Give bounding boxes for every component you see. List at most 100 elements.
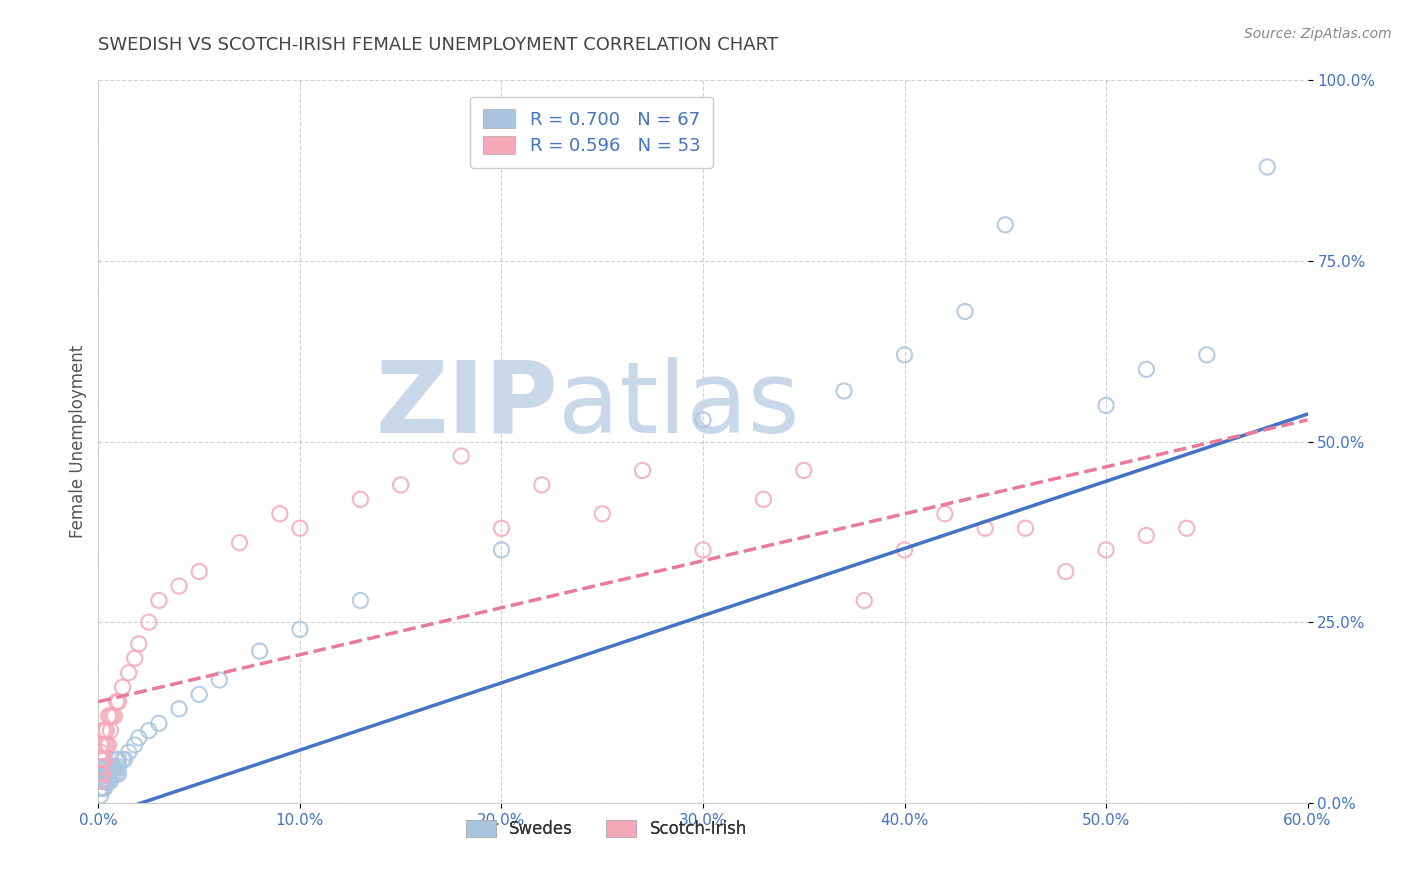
Point [288,623,311,637]
Point [100,723,122,738]
Point [100,760,122,774]
Point [124,738,146,752]
Point [91,723,114,738]
Point [148,716,170,731]
Point [91,752,114,766]
Point [89,774,111,789]
Point [188,565,211,579]
Point [114,752,136,766]
Point [91,781,114,796]
Point [89,760,111,774]
Point [107,695,129,709]
Point [101,760,124,774]
Point [793,463,815,477]
Point [893,542,915,557]
Point [103,767,125,781]
Point [105,752,128,766]
Point [893,348,915,362]
Point [832,384,855,398]
Point [93,781,115,796]
Point [91,760,114,774]
Point [89,767,111,781]
Point [93,767,115,781]
Point [450,449,472,463]
Point [93,767,115,781]
Point [269,507,291,521]
Point [100,709,122,723]
Point [228,535,250,549]
Point [1095,542,1118,557]
Point [1135,362,1157,376]
Point [93,738,115,752]
Point [349,492,371,507]
Point [1256,160,1278,174]
Point [1054,565,1077,579]
Point [93,752,115,766]
Point [128,637,150,651]
Point [93,760,115,774]
Point [349,593,371,607]
Point [89,745,111,759]
Point [93,774,115,789]
Point [96,774,118,789]
Point [530,478,553,492]
Text: ZIP: ZIP [375,357,558,454]
Point [249,644,271,658]
Point [107,767,129,781]
Point [591,507,613,521]
Point [1095,398,1118,412]
Point [100,767,122,781]
Point [752,492,775,507]
Point [89,752,111,766]
Point [167,702,190,716]
Point [101,709,124,723]
Point [124,651,146,665]
Point [89,774,111,789]
Point [96,760,118,774]
Point [167,579,190,593]
Point [111,752,134,766]
Point [89,789,111,803]
Point [89,760,111,774]
Text: atlas: atlas [558,357,800,454]
Point [107,752,129,766]
Point [96,723,118,738]
Point [288,521,311,535]
Point [138,615,160,630]
Point [100,774,122,789]
Point [91,774,114,789]
Legend: Swedes, Scotch-Irish: Swedes, Scotch-Irish [458,814,754,845]
Point [96,774,118,789]
Point [97,738,120,752]
Point [853,593,876,607]
Point [93,774,115,789]
Point [97,774,120,789]
Point [89,767,111,781]
Point [389,478,412,492]
Point [491,521,513,535]
Point [118,665,141,680]
Point [208,673,231,687]
Point [188,687,211,701]
Point [953,304,976,318]
Point [107,760,129,774]
Point [91,774,114,789]
Point [93,723,115,738]
Point [105,767,128,781]
Point [91,767,114,781]
Y-axis label: Female Unemployment: Female Unemployment [69,345,87,538]
Point [692,542,714,557]
Text: Source: ZipAtlas.com: Source: ZipAtlas.com [1244,27,1392,41]
Point [631,463,654,477]
Point [89,781,111,796]
Point [974,521,997,535]
Point [491,542,513,557]
Point [89,781,111,796]
Point [97,767,120,781]
Point [97,709,120,723]
Point [1195,348,1218,362]
Point [91,767,114,781]
Point [97,767,120,781]
Point [91,781,114,796]
Point [1175,521,1198,535]
